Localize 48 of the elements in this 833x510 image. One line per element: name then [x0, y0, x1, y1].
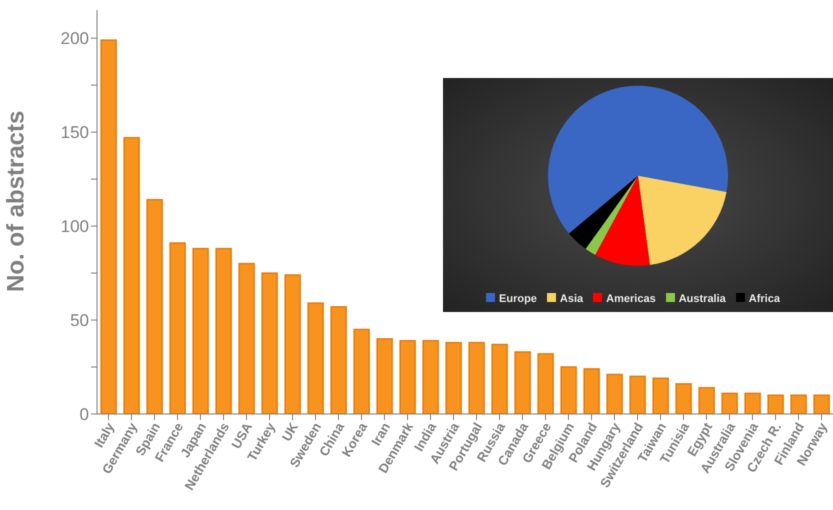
bar	[123, 137, 140, 414]
legend-label: Australia	[678, 293, 726, 305]
bar	[790, 394, 807, 414]
bar	[307, 302, 324, 414]
bar	[767, 394, 784, 414]
bar	[606, 374, 623, 414]
y-tick-label: 150	[60, 123, 89, 142]
pie-slice	[569, 176, 638, 249]
y-axis-title: No. of abstracts	[2, 110, 30, 292]
bar	[445, 342, 462, 414]
bar	[192, 248, 209, 414]
bar	[813, 394, 830, 414]
y-tick-label: 100	[60, 217, 89, 236]
legend-label: Africa	[748, 293, 780, 305]
y-tick-label: 50	[70, 311, 89, 330]
bar	[330, 306, 347, 414]
bar	[698, 386, 715, 414]
bar	[169, 242, 186, 414]
bar	[583, 368, 600, 414]
legend-label: Europe	[499, 293, 537, 305]
pie-slice	[586, 176, 638, 255]
bar	[376, 338, 393, 414]
bar	[284, 274, 301, 414]
bar	[146, 199, 163, 414]
bar	[721, 392, 738, 414]
bar	[675, 383, 692, 414]
bar	[422, 340, 439, 414]
bar	[215, 248, 232, 414]
pie-slice	[595, 176, 650, 266]
bar	[491, 344, 508, 414]
bar	[652, 378, 669, 414]
legend-label: Americas	[606, 293, 656, 305]
bar	[537, 353, 554, 414]
pie-slice	[638, 176, 727, 265]
bar	[100, 39, 117, 414]
legend-label: Asia	[560, 293, 584, 305]
bar	[514, 351, 531, 414]
bar	[399, 340, 416, 414]
bar	[353, 328, 370, 414]
y-tick-label: 200	[60, 29, 89, 48]
pie-slice	[548, 86, 728, 234]
bar	[744, 392, 761, 414]
bar	[468, 342, 485, 414]
bar	[238, 262, 255, 414]
bar	[560, 366, 577, 414]
y-tick-label: 0	[80, 405, 89, 424]
bar	[261, 272, 278, 414]
bar	[629, 376, 646, 414]
